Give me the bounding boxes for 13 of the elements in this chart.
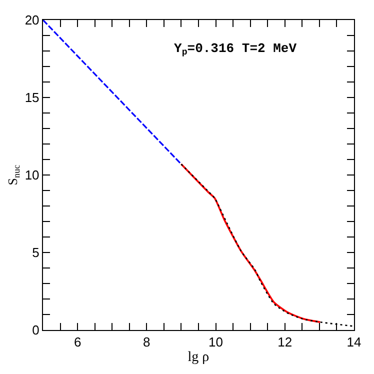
x-axis-title: lg ρ (188, 350, 210, 365)
x-tick-label: 10 (208, 334, 224, 350)
y-tick-label: 10 (24, 168, 40, 183)
line-series (180, 163, 322, 323)
x-tick-label: 8 (143, 334, 150, 350)
x-tick-label: 14 (346, 334, 362, 350)
x-tick-label: 6 (74, 334, 82, 350)
y-tick-label: 20 (24, 12, 40, 28)
y-tick-label: 0 (32, 322, 40, 338)
x-tick-label: 12 (278, 334, 292, 350)
y-tick-label: 15 (24, 90, 40, 106)
y-tick-label: 5 (32, 245, 40, 260)
annotation: Y$_{p}$=0.316 T=2 MeV (174, 41, 297, 58)
